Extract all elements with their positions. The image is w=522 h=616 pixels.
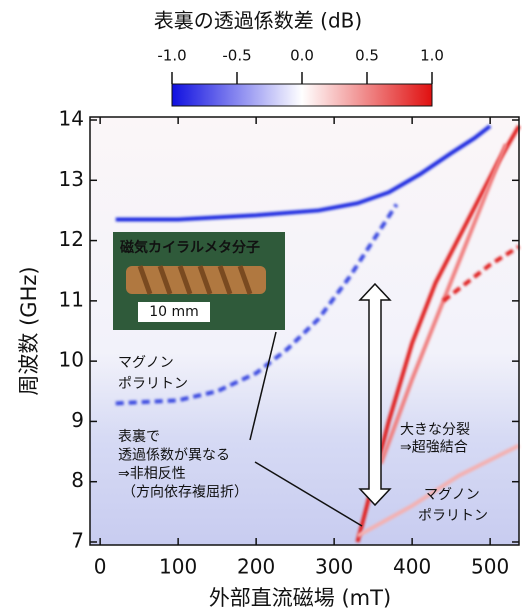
annotation: ⇒非相反性 xyxy=(118,466,186,482)
x-axis-label: 外部直流磁場 (mT) xyxy=(209,586,391,610)
y-tick-label: 8 xyxy=(71,468,84,492)
y-tick-label: 9 xyxy=(71,408,84,432)
y-tick-label: 11 xyxy=(59,287,84,311)
y-tick-label: 13 xyxy=(59,167,84,191)
x-tick-label: 200 xyxy=(237,555,275,579)
annotation: ⇒超強結合 xyxy=(400,440,468,456)
annotation: マグノン xyxy=(118,355,174,371)
annotation: 磁気カイラルメタ分子 xyxy=(120,239,260,256)
x-tick-label: 300 xyxy=(315,555,353,579)
colorbar-tick-label: 0.0 xyxy=(290,47,314,65)
colorbar-tick-label: 0.5 xyxy=(355,47,379,65)
annotation: （方向依存複屈折） xyxy=(122,484,248,501)
y-tick-label: 7 xyxy=(71,528,84,552)
annotation: マグノン xyxy=(424,487,480,503)
x-tick-label: 400 xyxy=(393,555,431,579)
colorbar xyxy=(172,84,432,106)
y-tick-label: 12 xyxy=(59,227,84,251)
y-axis-label: 周波数 (GHz) xyxy=(17,266,41,395)
chart: 表裏の透過係数差 (dB) 周波数 (GHz) 外部直流磁場 (mT) -1.0… xyxy=(0,0,522,612)
x-tick-label: 500 xyxy=(471,555,509,579)
annotation: ポラリトン xyxy=(418,508,488,524)
colorbar-title: 表裏の透過係数差 (dB) xyxy=(154,9,362,33)
colorbar-tick-label: 1.0 xyxy=(420,47,444,65)
colorbar-tick-label: -1.0 xyxy=(157,47,186,65)
y-tick-label: 10 xyxy=(59,348,84,372)
annotation: ポラリトン xyxy=(118,376,188,392)
colorbar-tick-label: -0.5 xyxy=(222,47,251,65)
x-tick-label: 0 xyxy=(94,555,107,579)
annotation: 大きな分裂 xyxy=(400,422,470,438)
annotation: 10 mm xyxy=(149,304,199,320)
y-tick-label: 14 xyxy=(59,107,84,131)
annotation: 透過係数が異なる xyxy=(118,448,230,464)
x-tick-label: 100 xyxy=(159,555,197,579)
annotation: 表裏で xyxy=(118,428,160,445)
